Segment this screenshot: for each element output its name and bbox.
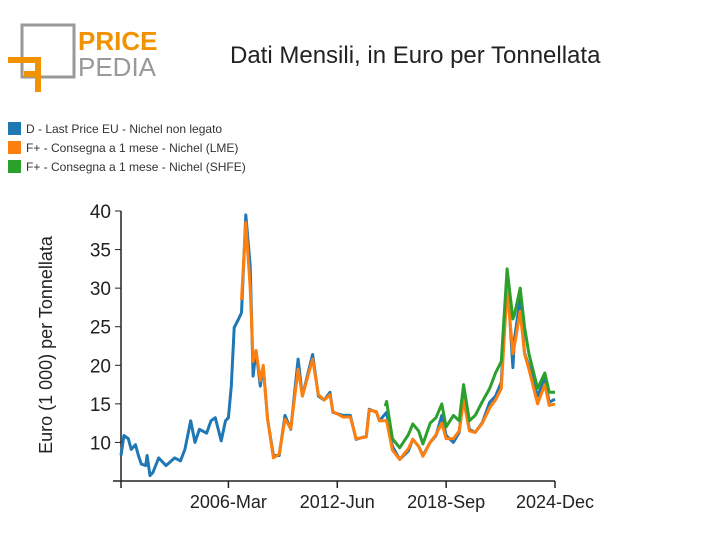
y-tick-label: 30 [90,279,111,300]
y-tick-label: 25 [90,318,111,339]
y-tick-label: 40 [90,202,111,223]
legend-item[interactable]: D - Last Price EU - Nichel non legato [8,119,246,138]
chart-title: Dati Mensili, in Euro per Tonnellata [230,42,601,69]
series-line-2 [383,267,555,450]
x-tick-label: 2012-Jun [300,492,375,512]
series-line-0 [119,213,556,478]
svg-text:PEDIA: PEDIA [78,52,157,82]
legend-label: D - Last Price EU - Nichel non legato [26,121,223,136]
y-tick-label: 10 [90,433,111,454]
legend-swatch [8,160,21,173]
x-tick-label: 2024-Dec [516,492,594,512]
y-axis-label: Euro (1 000) per Tonnellata [36,235,56,454]
legend-swatch [8,141,21,154]
svg-text:PRICE: PRICE [78,26,157,56]
legend-item[interactable]: F+ - Consegna a 1 mese - Nichel (LME) [8,138,246,157]
x-tick-label: 2006-Mar [190,492,267,512]
legend-label: F+ - Consegna a 1 mese - Nichel (SHFE) [26,159,246,174]
y-tick-label: 20 [90,356,111,377]
series-line-1 [240,221,556,461]
y-tick-label: 15 [90,395,111,416]
legend-item[interactable]: F+ - Consegna a 1 mese - Nichel (SHFE) [8,157,246,176]
x-tick-label: 2018-Sep [407,492,485,512]
legend-label: F+ - Consegna a 1 mese - Nichel (LME) [26,140,239,155]
y-tick-label: 35 [90,241,111,262]
legend: D - Last Price EU - Nichel non legato F+… [8,119,246,176]
pricepedia-logo: PRICE PEDIA [8,23,157,92]
legend-swatch [8,122,21,135]
